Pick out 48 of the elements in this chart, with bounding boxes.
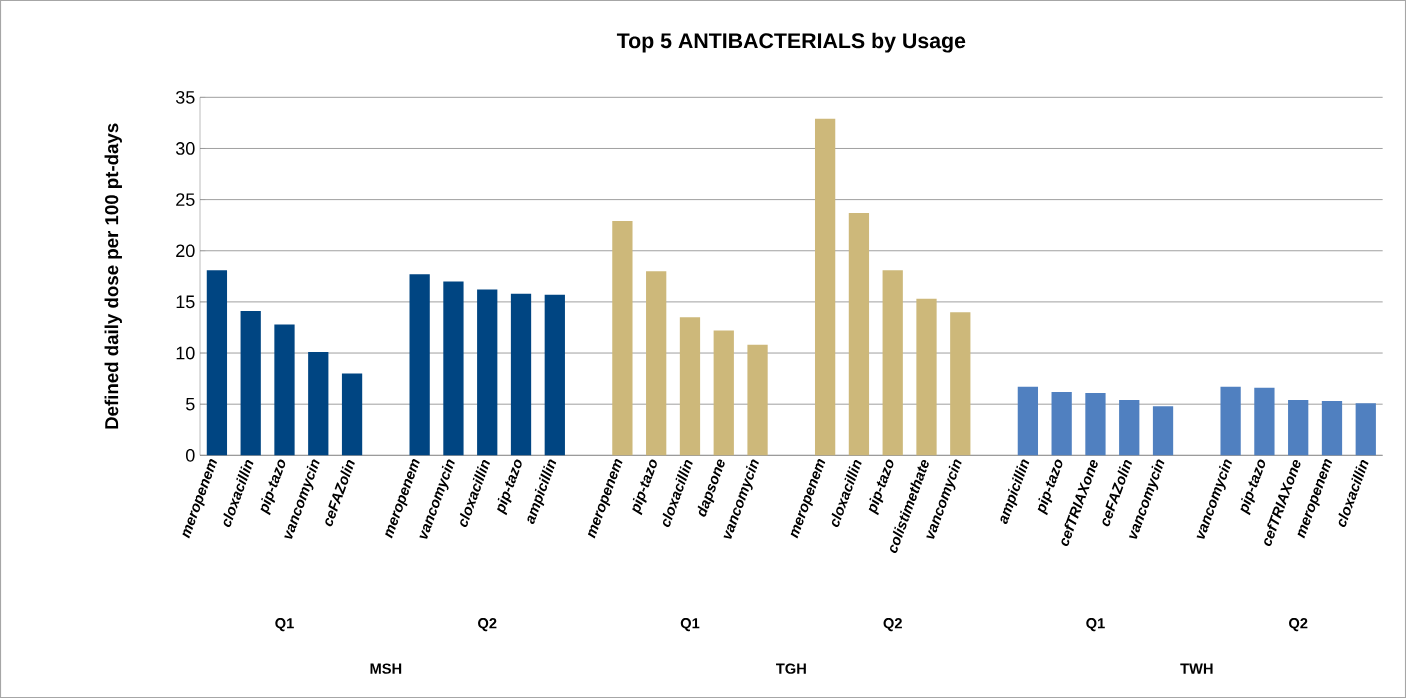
- y-tick-label: 25: [176, 193, 195, 206]
- bar: [1085, 392, 1106, 456]
- bar: [612, 221, 633, 456]
- text: TWH: [1180, 663, 1213, 674]
- bar: [1119, 400, 1140, 456]
- text: Q1: [1086, 618, 1105, 632]
- bar: [477, 289, 498, 456]
- bar: [240, 311, 261, 456]
- text: Q2: [1289, 618, 1308, 632]
- bar: [950, 312, 971, 456]
- text: Q1: [275, 618, 294, 632]
- bar: [916, 298, 937, 456]
- bar: [341, 373, 363, 456]
- bar: [1355, 403, 1376, 456]
- bar: [1017, 386, 1039, 456]
- bar: [713, 330, 734, 456]
- y-tick-label: 30: [175, 142, 195, 155]
- y-axis-title: Defined daily dose per 100 pt-days: [104, 123, 122, 429]
- bar: [1254, 387, 1275, 456]
- text: Q1: [680, 618, 700, 632]
- y-tick-label: 10: [176, 346, 195, 360]
- y-tick-label: 20: [176, 244, 195, 258]
- chart-title: Top 5 ANTIBACTERIALS by Usage: [616, 32, 966, 53]
- bar: [1051, 391, 1072, 456]
- bar: [544, 294, 565, 456]
- text: TGH: [776, 663, 806, 674]
- bar: [747, 344, 768, 456]
- text: MSH: [370, 663, 402, 674]
- bar: [679, 317, 701, 456]
- bar: [274, 324, 295, 456]
- y-tick-label: 35: [175, 90, 195, 104]
- bar: [409, 274, 430, 456]
- bar: [308, 352, 329, 456]
- y-tick-label: 15: [176, 295, 195, 309]
- bar: [882, 270, 903, 456]
- bar: [510, 293, 532, 456]
- bar: [646, 271, 667, 456]
- bar: [1321, 401, 1343, 456]
- bar: [443, 281, 464, 456]
- bar: [1152, 406, 1174, 456]
- bar: [848, 212, 870, 456]
- bar: [1288, 400, 1309, 456]
- text: Q2: [883, 618, 902, 632]
- text: Q2: [478, 618, 497, 632]
- y-tick-label: 5: [186, 397, 195, 411]
- bar: [814, 118, 836, 456]
- bar: [206, 270, 228, 456]
- bar: [1220, 386, 1241, 456]
